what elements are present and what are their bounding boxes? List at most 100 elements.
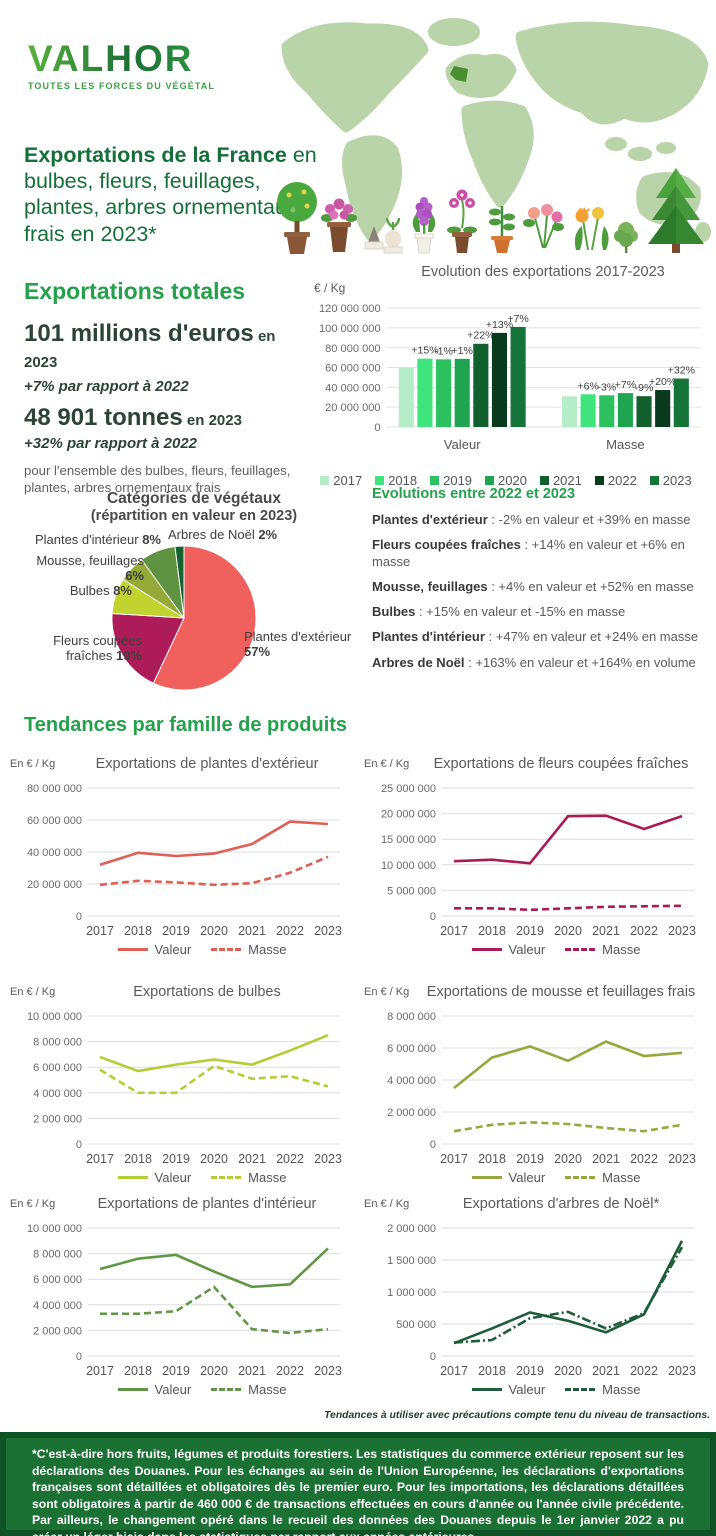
chart-title: Exportations de plantes d'intérieur — [97, 1196, 317, 1212]
svg-text:2023: 2023 — [668, 924, 696, 938]
svg-text:2 000 000: 2 000 000 — [33, 1325, 82, 1337]
totals-section: Exportations totales 101 millions d'euro… — [24, 278, 304, 496]
line-plot: 0 2 000 000 4 000 000 6 000 000 8 000 000 201… — [387, 1011, 696, 1166]
svg-text:2022: 2022 — [276, 1152, 304, 1166]
svg-text:2019: 2019 — [162, 1364, 190, 1378]
chart-legend: Valeur Masse — [402, 1170, 710, 1185]
svg-text:120 000 000: 120 000 000 — [319, 303, 381, 315]
pie-subtitle: (répartition en valeur en 2023) — [90, 508, 298, 524]
svg-text:60 000 000: 60 000 000 — [27, 815, 82, 827]
bar-chart-unit-label: € / Kg — [314, 281, 346, 295]
bar-chart-title: Evolution des exportations 2017-2023 — [421, 264, 665, 280]
svg-text:Valeur: Valeur — [444, 437, 481, 452]
tulips-icon — [574, 207, 609, 251]
svg-text:2018: 2018 — [478, 1364, 506, 1378]
svg-text:2018: 2018 — [124, 1152, 152, 1166]
svg-text:0: 0 — [374, 422, 380, 434]
svg-text:2020: 2020 — [200, 1364, 228, 1378]
unit-label: En € / Kg — [10, 758, 56, 770]
svg-text:2019: 2019 — [162, 924, 190, 938]
svg-text:2020: 2020 — [200, 924, 228, 938]
svg-text:+6%: +6% — [577, 380, 599, 392]
evolutions-heading: Evolutions entre 2022 et 2023 — [372, 486, 576, 502]
evolution-item: Bulbes : +15% en valeur et -15% en masse — [372, 604, 626, 619]
svg-text:4 000 000: 4 000 000 — [33, 1300, 82, 1312]
svg-text:2022: 2022 — [276, 1364, 304, 1378]
svg-text:20 000 000: 20 000 000 — [325, 402, 380, 414]
svg-text:2020: 2020 — [200, 1152, 228, 1166]
flower-pot-icon — [321, 198, 358, 252]
evolution-item: Mousse, feuillages : +4% en valeur et +5… — [372, 578, 694, 594]
svg-text:2022: 2022 — [630, 1152, 658, 1166]
svg-text:60 000 000: 60 000 000 — [325, 363, 380, 375]
svg-text:2017: 2017 — [440, 1364, 468, 1378]
svg-text:2023: 2023 — [668, 1364, 696, 1378]
svg-text:80 000 000: 80 000 000 — [325, 343, 380, 355]
svg-text:4 000 000: 4 000 000 — [33, 1088, 82, 1100]
pie-label-mousse: Mousse, feuillages 6% — [36, 553, 144, 583]
plant-illustrations — [276, 164, 712, 254]
svg-text:+1%: +1% — [451, 345, 473, 357]
svg-text:2023: 2023 — [314, 924, 342, 938]
line-chart-arbres-noel: En € / Kg Exportations d'arbres de Noël*… — [362, 1196, 710, 1397]
svg-text:8 000 000: 8 000 000 — [387, 1011, 436, 1023]
france-marker — [450, 66, 468, 82]
svg-text:0: 0 — [76, 1351, 82, 1363]
hyacinth-icon — [413, 197, 436, 254]
unit-label: En € / Kg — [364, 986, 410, 998]
logo-tagline: TOUTES LES FORCES DU VÉGÉTAL — [28, 81, 215, 91]
logo-wordmark: VALHOR — [28, 40, 215, 77]
svg-text:2022: 2022 — [630, 924, 658, 938]
svg-text:2022: 2022 — [276, 924, 304, 938]
chart-legend: Valeur Masse — [402, 1382, 710, 1397]
svg-text:2021: 2021 — [592, 1152, 620, 1166]
unit-label: En € / Kg — [10, 986, 56, 998]
chart-legend: Valeur Masse — [402, 942, 710, 957]
chart-legend: Valeur Masse — [48, 1170, 356, 1185]
line-plot: 0 500 000 1 000 000 1 500 000 2 000 000 2017 2… — [387, 1223, 696, 1378]
chart-legend: Valeur Masse — [48, 942, 356, 957]
svg-text:5 000 000: 5 000 000 — [387, 885, 436, 897]
christmas-tree-icon — [647, 168, 704, 253]
svg-text:8 000 000: 8 000 000 — [33, 1037, 82, 1049]
svg-text:+7%: +7% — [507, 313, 529, 325]
svg-text:+20%: +20% — [649, 376, 677, 388]
svg-text:1 500 000: 1 500 000 — [387, 1255, 436, 1267]
value-change: +7% par rapport à 2022 — [24, 377, 189, 395]
pie-label-exterieur: Plantes d'extérieur 57% — [244, 629, 352, 659]
svg-text:10 000 000: 10 000 000 — [381, 860, 436, 872]
svg-text:2 000 000: 2 000 000 — [387, 1223, 436, 1235]
svg-text:-3%: -3% — [597, 381, 616, 393]
svg-text:-9%: -9% — [635, 382, 654, 394]
footer-note: *C'est-à-dire hors fruits, légumes et pr… — [0, 1432, 716, 1536]
svg-text:10 000 000: 10 000 000 — [27, 1223, 82, 1235]
pie-label-bulbes: Bulbes 8% — [69, 583, 132, 598]
svg-text:40 000 000: 40 000 000 — [27, 847, 82, 859]
bar-chart-plot: 0 20 000 000 40 000 000 60 000 000 80 000 00… — [319, 303, 701, 452]
svg-text:2018: 2018 — [124, 1364, 152, 1378]
footnote-text: *C'est-à-dire hors fruits, légumes et pr… — [32, 1447, 684, 1536]
svg-text:2017: 2017 — [440, 1152, 468, 1166]
svg-text:2021: 2021 — [238, 1152, 266, 1166]
chart-legend: Valeur Masse — [48, 1382, 356, 1397]
svg-text:+15%: +15% — [411, 345, 439, 357]
svg-text:6 000 000: 6 000 000 — [387, 1043, 436, 1055]
svg-text:6 000 000: 6 000 000 — [33, 1274, 82, 1286]
pie-label-noel: Arbres de Noël 2% — [168, 527, 278, 542]
svg-text:2018: 2018 — [124, 924, 152, 938]
svg-text:0: 0 — [76, 1139, 82, 1151]
value-stat: 101 millions d'euros en 2023 — [24, 320, 276, 372]
svg-text:2021: 2021 — [592, 1364, 620, 1378]
svg-text:2022: 2022 — [630, 1364, 658, 1378]
svg-text:10 000 000: 10 000 000 — [27, 1011, 82, 1023]
page-title: Exportations de la France en bulbes, fle… — [24, 143, 317, 246]
svg-text:2017: 2017 — [86, 924, 114, 938]
bouquet-icon — [522, 204, 564, 249]
mass-change: +32% par rapport à 2022 — [24, 435, 198, 453]
svg-text:2017: 2017 — [86, 1364, 114, 1378]
evolution-item: Fleurs coupées fraîches : +14% en valeur… — [372, 537, 685, 569]
svg-text:2023: 2023 — [314, 1152, 342, 1166]
svg-text:2021: 2021 — [238, 1364, 266, 1378]
bar-chart-evolution: Evolution des exportations 2017-2023 € /… — [298, 264, 714, 488]
